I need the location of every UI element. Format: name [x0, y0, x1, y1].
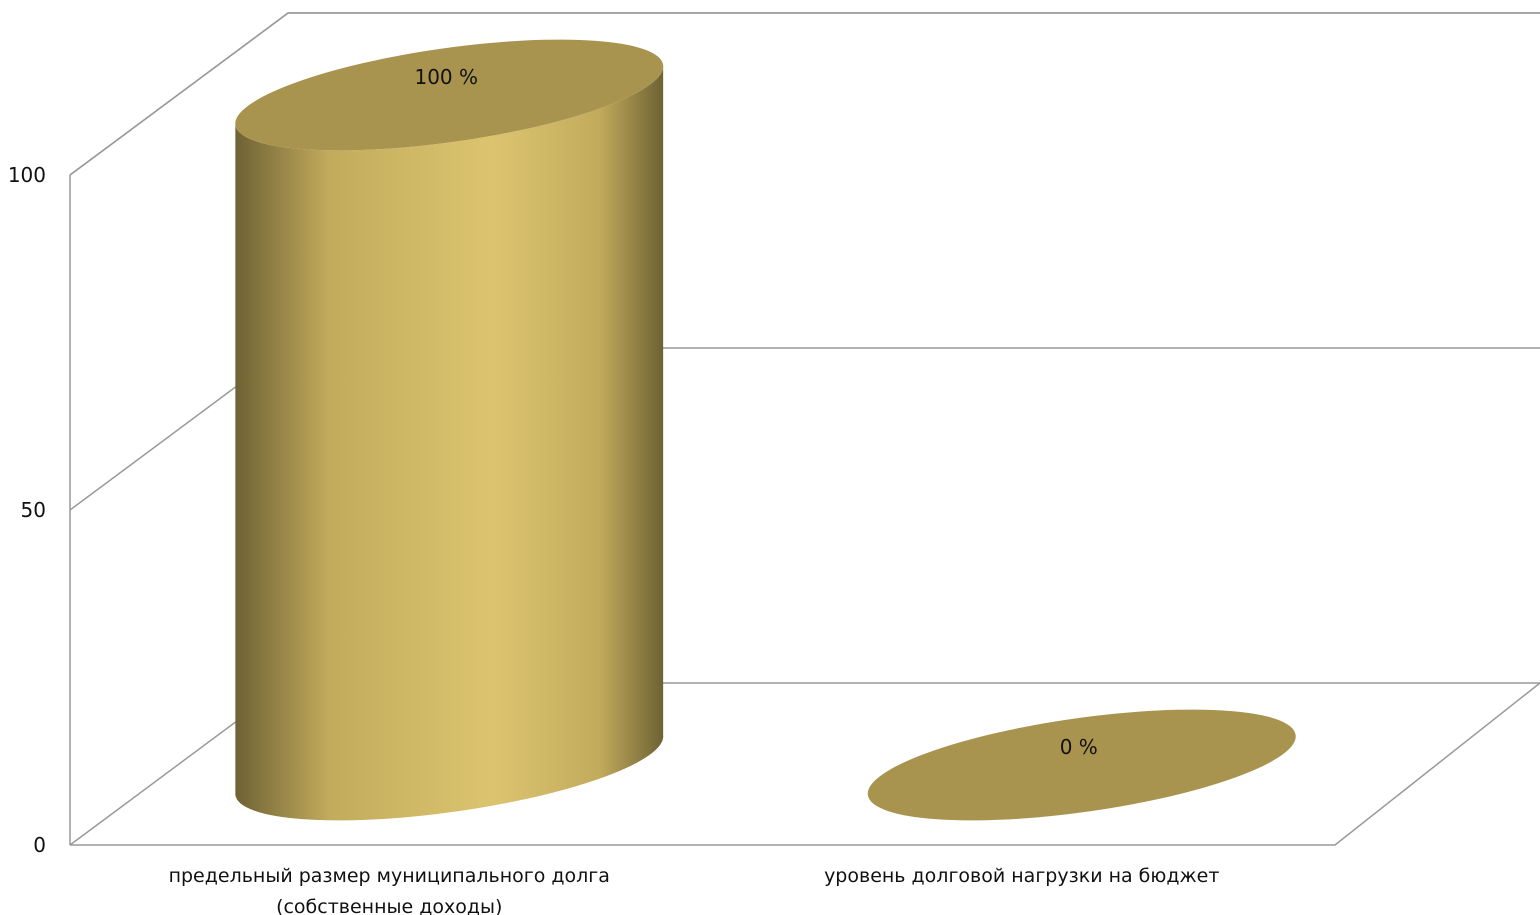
bar-1: 100 %: [235, 39, 664, 821]
data-label: 0 %: [1060, 735, 1098, 759]
gridline: [69, 12, 1540, 176]
category-labels: предельный размер муниципального долга (с…: [169, 865, 1220, 915]
bar-top: [235, 39, 664, 151]
bar-body: [235, 64, 664, 821]
y-axis-ticks: 0 50 100: [8, 163, 46, 857]
category-label: предельный размер муниципального долга: [169, 865, 610, 887]
y-tick-label: 100: [8, 163, 46, 187]
bar-top: [867, 709, 1296, 821]
data-label: 100 %: [414, 65, 478, 89]
category-label: (собственные доходы): [276, 896, 502, 915]
bars: 100 % 0 %: [235, 39, 1296, 821]
y-tick-label: 50: [21, 498, 46, 522]
bar-2: 0 %: [867, 709, 1296, 821]
floor-outline: [70, 682, 1540, 846]
y-tick-label: 0: [33, 833, 46, 857]
category-label: уровень долговой нагрузки на бюджет: [824, 865, 1219, 887]
